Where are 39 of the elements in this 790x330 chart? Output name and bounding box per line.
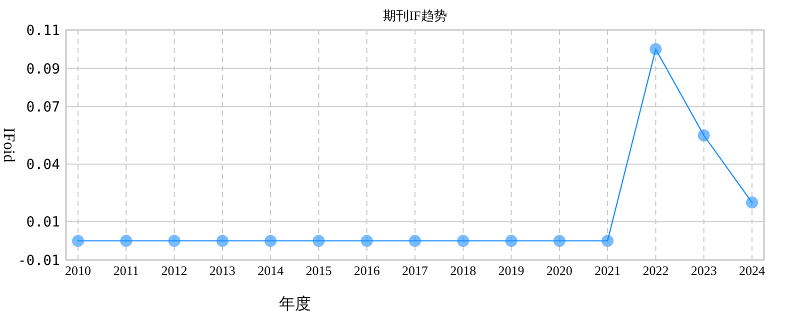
point: [360, 234, 373, 247]
y-tick-label: 0.09: [26, 61, 60, 78]
x-tick-label: 2015: [306, 263, 332, 278]
point: [120, 234, 132, 247]
x-axis-title: 年度: [279, 295, 311, 313]
y-tick-label: 0.11: [26, 23, 60, 39]
y-tick-label: 0.04: [26, 157, 60, 174]
x-tick-label: 2012: [161, 263, 188, 278]
point: [264, 234, 277, 247]
x-tick-label: 2021: [594, 263, 621, 278]
x-tick-label: 2018: [450, 263, 476, 278]
point: [553, 234, 566, 247]
point: [602, 234, 614, 247]
point: [72, 234, 84, 247]
point: [457, 234, 470, 247]
x-tick-label: 2019: [498, 263, 524, 278]
x-tick-label: 2023: [690, 263, 717, 278]
point: [312, 234, 325, 247]
point: [746, 196, 758, 208]
point: [505, 234, 518, 247]
point: [650, 43, 662, 56]
x-tick-label: 2013: [209, 263, 236, 278]
x-tick-label: 2011: [113, 263, 139, 278]
x-tick-label: 2014: [258, 263, 284, 278]
x-tick-label: 2020: [546, 263, 572, 278]
point: [168, 234, 180, 247]
x-tick-label: 2010: [65, 263, 91, 278]
point: [409, 234, 421, 247]
chart-title: 期刊IF趋势: [383, 8, 447, 23]
x-tick-label: 2016: [354, 263, 380, 278]
x-tick-label: 2024: [739, 263, 766, 278]
y-tick-label: 0.01: [26, 214, 60, 231]
x-tick-label: 2022: [642, 263, 669, 278]
point: [216, 234, 228, 247]
point: [698, 129, 710, 142]
x-tick-label: 2017: [402, 263, 428, 278]
y-axis-title: IFoid: [0, 128, 17, 162]
y-tick-label: 0.07: [26, 100, 60, 116]
y-tick-label: -0.01: [18, 253, 60, 269]
